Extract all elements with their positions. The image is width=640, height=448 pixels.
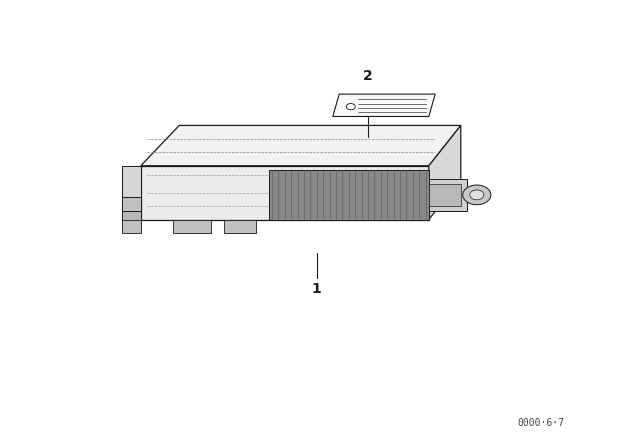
Polygon shape: [122, 166, 141, 197]
Polygon shape: [224, 220, 256, 233]
Polygon shape: [429, 184, 461, 206]
Polygon shape: [429, 179, 467, 211]
Polygon shape: [122, 211, 141, 224]
Polygon shape: [141, 166, 429, 220]
Polygon shape: [269, 170, 429, 220]
Circle shape: [470, 190, 484, 200]
Polygon shape: [122, 220, 141, 233]
Polygon shape: [141, 125, 461, 166]
Polygon shape: [333, 94, 435, 116]
Text: 0000·6·7: 0000·6·7: [517, 418, 564, 428]
Text: 1: 1: [312, 282, 322, 296]
Circle shape: [346, 103, 355, 110]
Polygon shape: [173, 220, 211, 233]
Polygon shape: [122, 197, 141, 211]
Polygon shape: [429, 125, 461, 220]
Text: 2: 2: [363, 69, 373, 83]
Circle shape: [463, 185, 491, 205]
